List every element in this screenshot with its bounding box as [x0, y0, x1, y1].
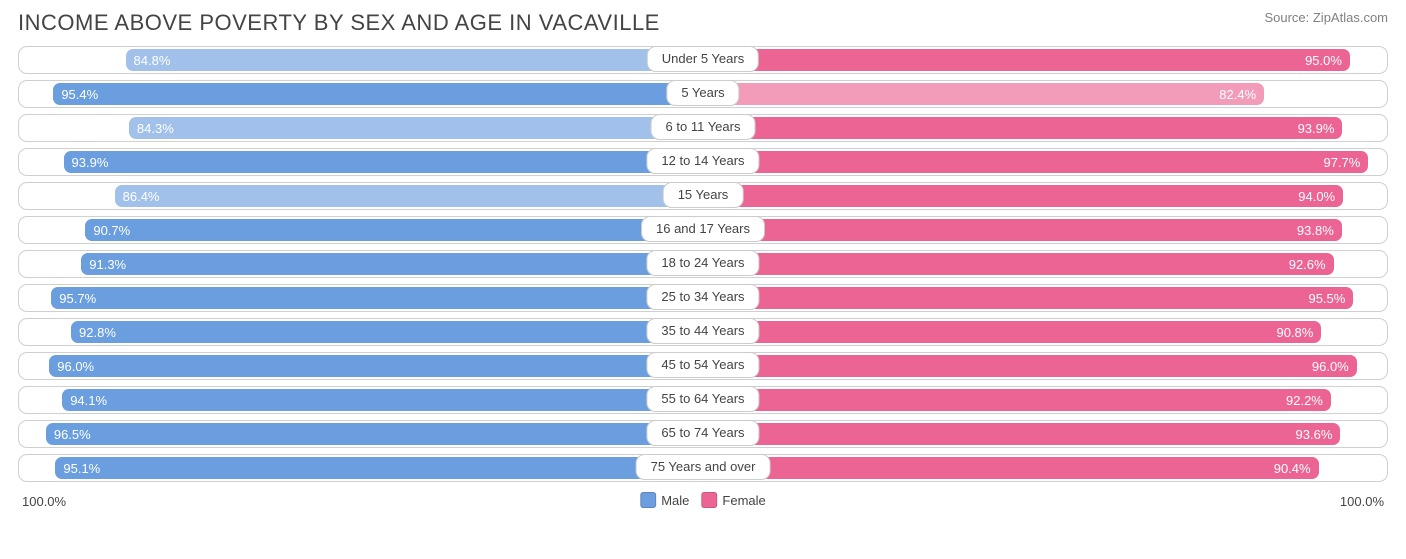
female-bar: 93.6% [703, 423, 1340, 445]
chart-row: 86.4% 94.0% 15 Years [18, 182, 1388, 210]
female-value-label: 93.6% [1296, 427, 1333, 442]
female-bar: 82.4% [703, 83, 1264, 105]
female-value-label: 90.4% [1274, 461, 1311, 476]
category-label: 5 Years [666, 80, 739, 106]
footer: 100.0% Male Female 100.0% [0, 488, 1406, 518]
male-value-label: 90.7% [93, 223, 130, 238]
chart-row: 84.8% 95.0% Under 5 Years [18, 46, 1388, 74]
male-bar: 91.3% [81, 253, 703, 275]
chart-row: 91.3% 92.6% 18 to 24 Years [18, 250, 1388, 278]
category-label: 15 Years [663, 182, 744, 208]
category-label: 75 Years and over [636, 454, 771, 480]
header: INCOME ABOVE POVERTY BY SEX AND AGE IN V… [0, 0, 1406, 42]
male-bar: 96.5% [46, 423, 703, 445]
axis-right-label: 100.0% [1340, 494, 1384, 509]
source-label: Source: ZipAtlas.com [1264, 10, 1388, 25]
male-bar: 84.3% [129, 117, 703, 139]
legend-female: Female [701, 492, 765, 508]
category-label: 25 to 34 Years [646, 284, 759, 310]
chart-row: 96.5% 93.6% 65 to 74 Years [18, 420, 1388, 448]
male-bar: 84.8% [126, 49, 703, 71]
axis-left-label: 100.0% [22, 494, 66, 509]
female-value-label: 92.6% [1289, 257, 1326, 272]
chart-title: INCOME ABOVE POVERTY BY SEX AND AGE IN V… [18, 10, 660, 36]
male-bar: 95.1% [55, 457, 703, 479]
male-bar: 92.8% [71, 321, 703, 343]
male-value-label: 91.3% [89, 257, 126, 272]
legend: Male Female [640, 492, 766, 508]
category-label: 55 to 64 Years [646, 386, 759, 412]
male-value-label: 95.4% [61, 87, 98, 102]
male-value-label: 92.8% [79, 325, 116, 340]
female-swatch-icon [701, 492, 717, 508]
category-label: 45 to 54 Years [646, 352, 759, 378]
male-value-label: 95.1% [63, 461, 100, 476]
legend-female-label: Female [722, 493, 765, 508]
male-value-label: 94.1% [70, 393, 107, 408]
female-bar: 94.0% [703, 185, 1343, 207]
female-value-label: 96.0% [1312, 359, 1349, 374]
male-value-label: 96.0% [57, 359, 94, 374]
male-value-label: 84.8% [134, 53, 171, 68]
male-bar: 90.7% [85, 219, 703, 241]
male-value-label: 84.3% [137, 121, 174, 136]
category-label: 35 to 44 Years [646, 318, 759, 344]
female-bar: 96.0% [703, 355, 1357, 377]
female-value-label: 93.9% [1298, 121, 1335, 136]
male-bar: 95.7% [51, 287, 703, 309]
male-value-label: 86.4% [123, 189, 160, 204]
chart-row: 92.8% 90.8% 35 to 44 Years [18, 318, 1388, 346]
male-value-label: 93.9% [72, 155, 109, 170]
female-bar: 97.7% [703, 151, 1368, 173]
category-label: 18 to 24 Years [646, 250, 759, 276]
female-value-label: 82.4% [1219, 87, 1256, 102]
male-bar: 86.4% [115, 185, 703, 207]
chart-row: 94.1% 92.2% 55 to 64 Years [18, 386, 1388, 414]
female-value-label: 94.0% [1298, 189, 1335, 204]
male-bar: 96.0% [49, 355, 703, 377]
category-label: 16 and 17 Years [641, 216, 765, 242]
female-value-label: 95.5% [1308, 291, 1345, 306]
chart-row: 95.4% 82.4% 5 Years [18, 80, 1388, 108]
female-value-label: 93.8% [1297, 223, 1334, 238]
female-bar: 93.8% [703, 219, 1342, 241]
female-bar: 95.0% [703, 49, 1350, 71]
chart-row: 84.3% 93.9% 6 to 11 Years [18, 114, 1388, 142]
female-value-label: 90.8% [1276, 325, 1313, 340]
male-value-label: 96.5% [54, 427, 91, 442]
male-swatch-icon [640, 492, 656, 508]
chart-row: 93.9% 97.7% 12 to 14 Years [18, 148, 1388, 176]
female-bar: 93.9% [703, 117, 1342, 139]
category-label: 6 to 11 Years [651, 114, 756, 140]
female-bar: 92.2% [703, 389, 1331, 411]
female-bar: 90.4% [703, 457, 1319, 479]
female-bar: 90.8% [703, 321, 1321, 343]
chart-row: 96.0% 96.0% 45 to 54 Years [18, 352, 1388, 380]
male-value-label: 95.7% [59, 291, 96, 306]
female-bar: 95.5% [703, 287, 1353, 309]
legend-male-label: Male [661, 493, 689, 508]
male-bar: 95.4% [53, 83, 703, 105]
male-bar: 94.1% [62, 389, 703, 411]
legend-male: Male [640, 492, 689, 508]
chart-row: 90.7% 93.8% 16 and 17 Years [18, 216, 1388, 244]
category-label: Under 5 Years [647, 46, 759, 72]
category-label: 65 to 74 Years [646, 420, 759, 446]
female-bar: 92.6% [703, 253, 1334, 275]
chart-row: 95.1% 90.4% 75 Years and over [18, 454, 1388, 482]
female-value-label: 92.2% [1286, 393, 1323, 408]
chart-area: 84.8% 95.0% Under 5 Years 95.4% 82.4% 5 Years… [0, 42, 1406, 482]
female-value-label: 95.0% [1305, 53, 1342, 68]
female-value-label: 97.7% [1323, 155, 1360, 170]
male-bar: 93.9% [64, 151, 703, 173]
chart-row: 95.7% 95.5% 25 to 34 Years [18, 284, 1388, 312]
category-label: 12 to 14 Years [646, 148, 759, 174]
